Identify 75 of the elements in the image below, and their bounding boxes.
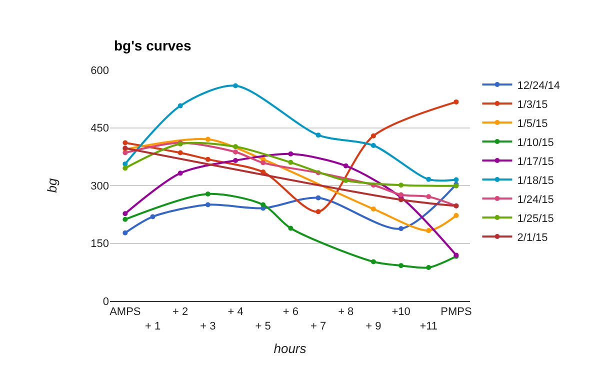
legend-label: 1/17/15 — [517, 156, 554, 168]
legend-label: 12/24/14 — [517, 80, 560, 92]
legend-label: 1/3/15 — [517, 98, 548, 111]
point — [178, 150, 183, 156]
point — [316, 195, 321, 200]
point — [288, 160, 294, 165]
point — [233, 150, 238, 155]
point — [122, 166, 128, 171]
point — [260, 160, 266, 166]
point — [122, 230, 128, 236]
point — [122, 150, 128, 156]
point — [398, 197, 404, 202]
point — [370, 206, 376, 212]
point — [370, 259, 376, 264]
legend-label: 1/24/15 — [517, 194, 554, 206]
x-tick-label: AMPS — [110, 306, 141, 318]
chart-title: bg's curves — [114, 38, 192, 54]
point — [288, 226, 294, 231]
point — [288, 151, 294, 156]
y-tick-label: 450 — [90, 122, 109, 135]
point — [370, 133, 376, 138]
point — [205, 136, 210, 142]
point — [178, 103, 183, 108]
point — [454, 213, 459, 218]
y-tick-label: 300 — [90, 180, 109, 192]
point — [122, 161, 128, 166]
point — [454, 177, 459, 182]
point — [316, 132, 321, 138]
point — [233, 144, 238, 150]
point — [205, 202, 210, 208]
point — [205, 191, 210, 196]
y-tick-label: 0 — [102, 296, 109, 308]
x-tick-label: + 2 — [172, 306, 188, 318]
x-axis-title: hours — [274, 341, 307, 356]
x-tick-label: + 7 — [310, 320, 326, 332]
legend-label: 1/25/15 — [517, 212, 554, 225]
point — [178, 170, 183, 176]
x-tick-label: + 5 — [255, 320, 271, 332]
point — [426, 176, 432, 182]
point — [426, 228, 432, 234]
legend-label: 1/5/15 — [517, 118, 548, 130]
point — [454, 99, 459, 104]
x-tick-label: + 4 — [228, 306, 244, 318]
point — [398, 226, 404, 232]
point — [370, 142, 376, 148]
point — [343, 163, 348, 168]
point — [260, 202, 266, 208]
point — [122, 140, 128, 146]
legend-label: 1/18/15 — [517, 174, 554, 187]
point — [122, 211, 128, 216]
point — [150, 214, 156, 220]
point — [233, 83, 238, 88]
x-tick-label: + 9 — [366, 320, 382, 332]
point — [398, 192, 404, 198]
point — [205, 156, 210, 162]
y-tick-label: 600 — [90, 64, 109, 77]
x-tick-label: + 8 — [338, 306, 354, 318]
y-tick-label: 150 — [90, 238, 109, 250]
x-tick-label: +11 — [420, 320, 438, 332]
point — [122, 216, 128, 222]
point — [343, 178, 348, 183]
x-tick-label: + 1 — [144, 320, 161, 332]
y-axis-title: bg — [44, 178, 60, 193]
point — [398, 182, 404, 188]
x-tick-label: PMPS — [440, 306, 472, 318]
point — [398, 263, 404, 268]
x-tick-label: + 3 — [200, 320, 216, 332]
point — [233, 158, 238, 163]
x-tick-label: +10 — [392, 306, 410, 318]
point — [426, 265, 432, 270]
point — [316, 209, 321, 214]
legend-label: 2/1/15 — [517, 232, 548, 244]
legend-label: 1/10/15 — [517, 136, 554, 149]
x-tick-label: + 6 — [282, 306, 298, 318]
point — [426, 194, 432, 200]
